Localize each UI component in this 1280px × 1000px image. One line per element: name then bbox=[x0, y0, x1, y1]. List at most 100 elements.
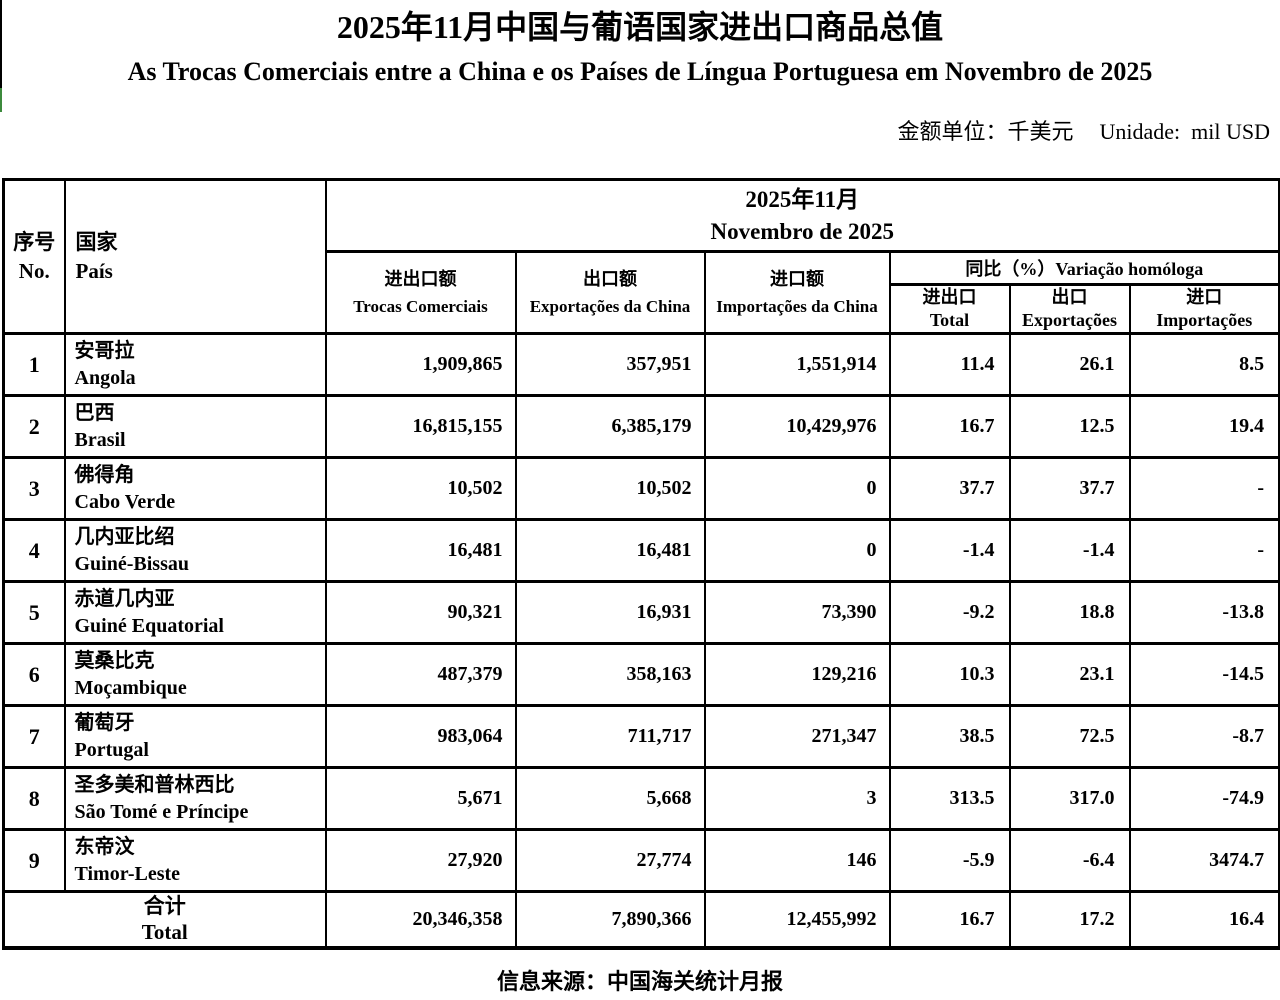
col-header-period: 2025年11月 Novembro de 2025 bbox=[324, 178, 1280, 253]
total-label-cn: 合计 bbox=[143, 894, 186, 919]
trade-table: 序号 No. 国家 País 2025年11月 Novembro de 2025… bbox=[2, 178, 1280, 950]
yoy-export-value: 37.7 bbox=[1008, 456, 1131, 521]
col-header-yoy-exports: 出口 Exportações bbox=[1008, 283, 1131, 335]
yoy-import-value: 19.4 bbox=[1128, 394, 1280, 459]
total-trade-value: 20,346,358 bbox=[324, 890, 517, 949]
trade-value: 16,481 bbox=[324, 518, 517, 583]
yoy-total-value: 37.7 bbox=[888, 456, 1011, 521]
yoy-total-value: 16.7 bbox=[888, 394, 1011, 459]
unit-label-pt: Unidade: mil USD bbox=[1099, 119, 1271, 144]
country-name: 圣多美和普林西比 São Tomé e Príncipe bbox=[63, 766, 327, 831]
left-edge-border-artifact bbox=[0, 0, 2, 88]
total-yoy-export-value: 17.2 bbox=[1008, 890, 1131, 949]
export-value: 10,502 bbox=[514, 456, 706, 521]
export-value: 358,163 bbox=[514, 642, 706, 707]
export-value: 6,385,179 bbox=[514, 394, 706, 459]
page-subtitle: As Trocas Comerciais entre a China e os … bbox=[127, 57, 1153, 86]
total-yoy-import-value: 16.4 bbox=[1128, 890, 1280, 949]
yoy-export-value: 18.8 bbox=[1008, 580, 1131, 645]
total-import-value: 12,455,992 bbox=[703, 890, 891, 949]
country-name-pt: Guiné-Bissau bbox=[74, 552, 189, 575]
yoy-export-value: 72.5 bbox=[1008, 704, 1131, 769]
row-no: 9 bbox=[2, 828, 66, 893]
export-value: 357,951 bbox=[514, 332, 706, 397]
row-no: 4 bbox=[2, 518, 66, 583]
header-row-yoy-sub: 进出口 Total 出口 Exportações 进口 Importações bbox=[4, 283, 1280, 335]
yoy-import-value: 8.5 bbox=[1128, 332, 1280, 397]
trade-value: 16,815,155 bbox=[324, 394, 517, 459]
col-header-yoy-imports: 进口 Importações bbox=[1128, 283, 1280, 335]
table-row: 1 安哥拉 Angola 1,909,865 357,951 1,551,914… bbox=[2, 332, 1280, 397]
yoy-total-value: -1.4 bbox=[888, 518, 1011, 583]
import-value: 0 bbox=[703, 456, 891, 521]
import-value: 129,216 bbox=[703, 642, 891, 707]
row-no: 5 bbox=[2, 580, 66, 645]
row-no: 7 bbox=[2, 704, 66, 769]
header-row-groups: 进出口额 Trocas Comerciais 出口额 Exportações d… bbox=[4, 250, 1280, 335]
row-no: 3 bbox=[2, 456, 66, 521]
country-name-cn: 葡萄牙 bbox=[74, 711, 135, 734]
country-name-pt: Guiné Equatorial bbox=[74, 614, 224, 637]
export-value: 16,481 bbox=[514, 518, 706, 583]
trade-value: 5,671 bbox=[324, 766, 517, 831]
yoy-export-value: -1.4 bbox=[1008, 518, 1131, 583]
import-value: 146 bbox=[703, 828, 891, 893]
country-name-pt: São Tomé e Príncipe bbox=[74, 800, 249, 823]
country-name-cn: 莫桑比克 bbox=[74, 649, 155, 672]
import-value: 3 bbox=[703, 766, 891, 831]
import-value: 271,347 bbox=[703, 704, 891, 769]
total-row: 合计 Total 20,346,358 7,890,366 12,455,992… bbox=[2, 890, 1280, 949]
unit-label-cn: 金额单位：千美元 bbox=[897, 119, 1074, 144]
import-value: 10,429,976 bbox=[703, 394, 891, 459]
table-row: 8 圣多美和普林西比 São Tomé e Príncipe 5,671 5,6… bbox=[2, 766, 1280, 831]
row-no: 1 bbox=[2, 332, 66, 397]
table-row: 7 葡萄牙 Portugal 983,064 711,717 271,347 3… bbox=[2, 704, 1280, 769]
import-value: 0 bbox=[703, 518, 891, 583]
yoy-export-value: 23.1 bbox=[1008, 642, 1131, 707]
country-name: 莫桑比克 Moçambique bbox=[63, 642, 327, 707]
row-no: 6 bbox=[2, 642, 66, 707]
footer-source-cn: 信息来源：中国海关统计月报 bbox=[496, 968, 783, 994]
country-name: 佛得角 Cabo Verde bbox=[63, 456, 327, 521]
page-title: 2025年11月中国与葡语国家进出口商品总值 bbox=[336, 9, 944, 45]
yoy-import-value: 3474.7 bbox=[1128, 828, 1280, 893]
yoy-total-value: -5.9 bbox=[888, 828, 1011, 893]
yoy-export-value: 12.5 bbox=[1008, 394, 1131, 459]
trade-value: 10,502 bbox=[324, 456, 517, 521]
row-no: 8 bbox=[2, 766, 66, 831]
import-value: 1,551,914 bbox=[703, 332, 891, 397]
trade-value: 90,321 bbox=[324, 580, 517, 645]
col-header-no: 序号 No. bbox=[2, 178, 66, 335]
table-row: 4 几内亚比绍 Guiné-Bissau 16,481 16,481 0 -1.… bbox=[2, 518, 1280, 583]
yoy-import-value: - bbox=[1128, 518, 1280, 583]
country-name: 葡萄牙 Portugal bbox=[63, 704, 327, 769]
col-header-imports: 进口额 Importações da China bbox=[703, 250, 891, 335]
country-name-pt: Timor-Leste bbox=[74, 862, 181, 885]
col-header-country: 国家 País bbox=[63, 178, 327, 335]
export-value: 27,774 bbox=[514, 828, 706, 893]
yoy-total-value: -9.2 bbox=[888, 580, 1011, 645]
yoy-import-value: -74.9 bbox=[1128, 766, 1280, 831]
export-value: 711,717 bbox=[514, 704, 706, 769]
trade-value: 983,064 bbox=[324, 704, 517, 769]
trade-value: 27,920 bbox=[324, 828, 517, 893]
yoy-import-value: - bbox=[1128, 456, 1280, 521]
import-value: 73,390 bbox=[703, 580, 891, 645]
export-value: 16,931 bbox=[514, 580, 706, 645]
country-name-pt: Portugal bbox=[74, 738, 149, 761]
header-row-period: 序号 No. 国家 País 2025年11月 Novembro de 2025 bbox=[2, 178, 1280, 335]
yoy-export-value: -6.4 bbox=[1008, 828, 1131, 893]
country-name: 几内亚比绍 Guiné-Bissau bbox=[63, 518, 327, 583]
trade-value: 487,379 bbox=[324, 642, 517, 707]
country-name: 赤道几内亚 Guiné Equatorial bbox=[63, 580, 327, 645]
table-row: 5 赤道几内亚 Guiné Equatorial 90,321 16,931 7… bbox=[2, 580, 1280, 645]
yoy-import-value: -14.5 bbox=[1128, 642, 1280, 707]
table-row: 2 巴西 Brasil 16,815,155 6,385,179 10,429,… bbox=[2, 394, 1280, 459]
table-row: 9 东帝汶 Timor-Leste 27,920 27,774 146 -5.9… bbox=[2, 828, 1280, 893]
yoy-total-value: 10.3 bbox=[888, 642, 1011, 707]
col-header-yoy: 同比（%）Variação homóloga bbox=[888, 250, 1280, 286]
country-name-cn: 东帝汶 bbox=[74, 835, 135, 858]
country-name-cn: 圣多美和普林西比 bbox=[74, 773, 235, 796]
country-name: 东帝汶 Timor-Leste bbox=[63, 828, 327, 893]
